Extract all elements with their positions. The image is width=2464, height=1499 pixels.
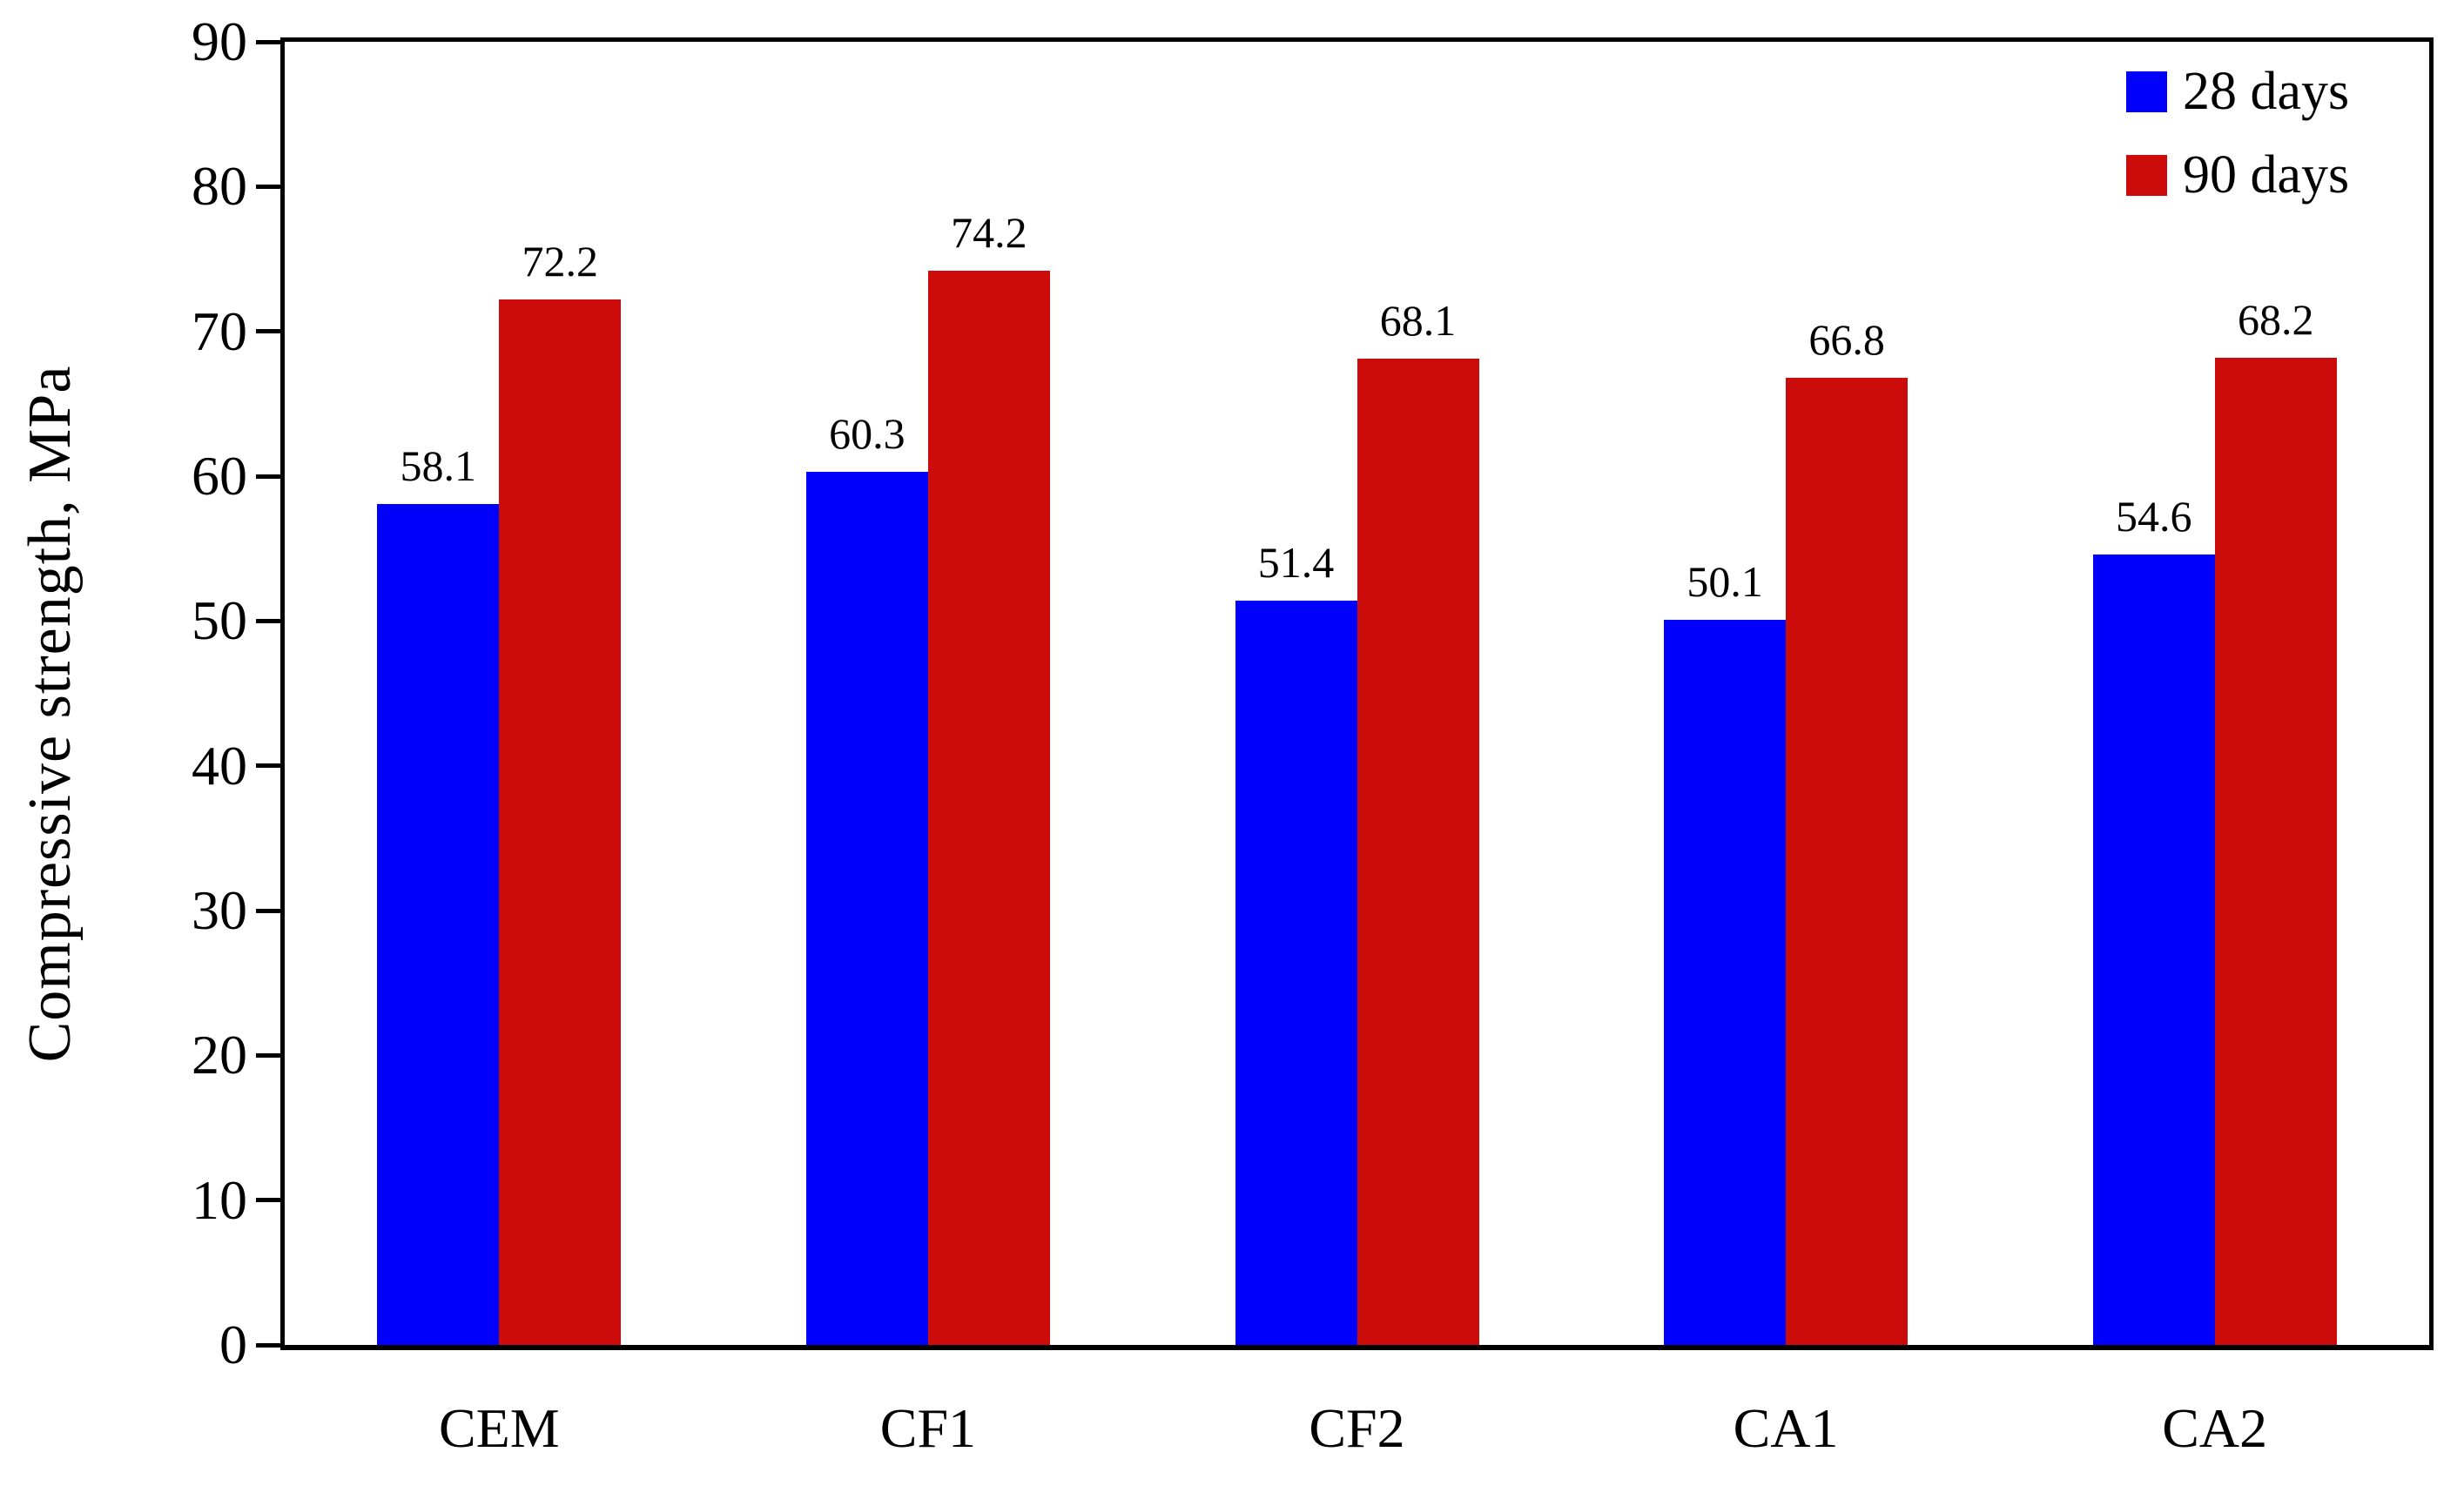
bar-28-days-CA1 xyxy=(1664,619,1787,1345)
legend-label-90-days: 90 days xyxy=(2183,145,2350,205)
bar-90-days-CEM xyxy=(499,299,622,1345)
y-tick-label: 60 xyxy=(192,445,247,507)
bar-28-days-CF1 xyxy=(805,472,928,1345)
bar-90-days-CF2 xyxy=(1357,359,1479,1345)
bar-28-days-CEM xyxy=(377,503,500,1345)
bar-value-label: 68.2 xyxy=(2237,294,2314,344)
x-category-label-CF2: CF2 xyxy=(1309,1397,1405,1459)
legend-label-28-days: 28 days xyxy=(2183,62,2350,121)
legend: 28 days 90 days xyxy=(2126,64,2349,202)
bar-28-days-CF2 xyxy=(1235,601,1357,1345)
x-category-label-CA1: CA1 xyxy=(1733,1397,1839,1459)
bar-value-label: 51.4 xyxy=(1257,538,1335,588)
bar-value-label: 60.3 xyxy=(829,409,905,458)
y-tick-label: 50 xyxy=(192,589,247,652)
bar-90-days-CA1 xyxy=(1786,377,1909,1345)
bar-value-label: 68.1 xyxy=(1379,296,1457,346)
y-tick-mark xyxy=(256,39,280,44)
axis-spine-bottom xyxy=(280,1345,2434,1350)
bar-value-label: 74.2 xyxy=(951,207,1027,257)
legend-swatch-90-days-icon xyxy=(2126,154,2167,196)
legend-swatch-28-days-icon xyxy=(2126,71,2167,112)
axis-spine-right xyxy=(2429,37,2434,1350)
axis-spine-top xyxy=(280,37,2434,42)
x-category-label-CA2: CA2 xyxy=(2162,1397,2268,1459)
y-tick-mark xyxy=(256,1198,280,1203)
legend-item-28-days: 28 days xyxy=(2126,64,2349,118)
axis-spine-left xyxy=(280,37,285,1350)
x-category-label-CF1: CF1 xyxy=(879,1397,977,1459)
bar-value-label: 66.8 xyxy=(1808,314,1885,364)
bar-value-label: 72.2 xyxy=(522,237,599,286)
y-tick-label: 40 xyxy=(192,734,247,797)
bar-value-label: 58.1 xyxy=(400,440,477,490)
y-tick-mark xyxy=(256,474,280,479)
y-tick-label: 0 xyxy=(219,1314,247,1375)
y-tick-mark xyxy=(256,329,280,334)
y-tick-label: 70 xyxy=(192,299,247,362)
y-tick-label: 10 xyxy=(192,1168,247,1231)
y-tick-mark xyxy=(256,618,280,623)
y-tick-mark xyxy=(256,763,280,769)
bar-90-days-CF1 xyxy=(927,270,1050,1345)
y-tick-label: 90 xyxy=(192,10,247,72)
bar-value-label: 50.1 xyxy=(1686,556,1763,606)
bar-90-days-CA2 xyxy=(2214,357,2337,1345)
y-tick-label: 80 xyxy=(192,155,247,218)
y-tick-mark xyxy=(256,908,280,913)
y-tick-mark xyxy=(256,1342,280,1348)
bar-28-days-CA2 xyxy=(2092,554,2215,1345)
y-tick-mark xyxy=(256,1052,280,1058)
y-tick-label: 20 xyxy=(192,1024,247,1086)
legend-item-90-days: 90 days xyxy=(2126,148,2349,202)
x-category-label-CEM: CEM xyxy=(438,1397,560,1459)
y-tick-label: 30 xyxy=(192,879,247,941)
y-tick-mark xyxy=(256,184,280,189)
bar-value-label: 54.6 xyxy=(2115,491,2192,541)
